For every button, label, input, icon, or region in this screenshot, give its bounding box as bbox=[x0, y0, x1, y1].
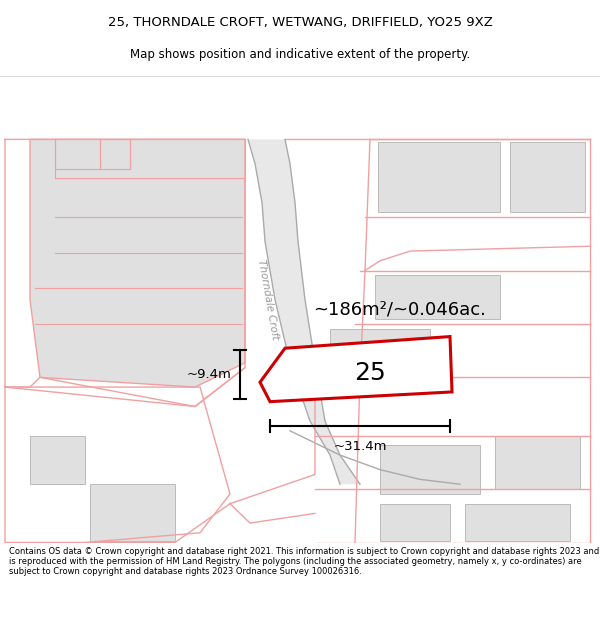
Polygon shape bbox=[260, 337, 452, 402]
Polygon shape bbox=[55, 139, 245, 178]
Text: ~31.4m: ~31.4m bbox=[333, 439, 387, 452]
Polygon shape bbox=[380, 504, 450, 541]
Text: Contains OS data © Crown copyright and database right 2021. This information is : Contains OS data © Crown copyright and d… bbox=[9, 547, 599, 576]
Polygon shape bbox=[330, 329, 430, 378]
Polygon shape bbox=[465, 504, 570, 541]
Text: 25, THORNDALE CROFT, WETWANG, DRIFFIELD, YO25 9XZ: 25, THORNDALE CROFT, WETWANG, DRIFFIELD,… bbox=[107, 16, 493, 29]
Text: ~186m²/~0.046ac.: ~186m²/~0.046ac. bbox=[314, 301, 487, 318]
Polygon shape bbox=[495, 436, 580, 489]
Text: ~9.4m: ~9.4m bbox=[187, 368, 232, 381]
Polygon shape bbox=[248, 139, 360, 484]
Polygon shape bbox=[90, 484, 175, 541]
Polygon shape bbox=[510, 142, 585, 212]
Polygon shape bbox=[30, 139, 245, 387]
Text: Map shows position and indicative extent of the property.: Map shows position and indicative extent… bbox=[130, 48, 470, 61]
Polygon shape bbox=[378, 142, 500, 212]
Polygon shape bbox=[375, 276, 500, 319]
Polygon shape bbox=[380, 446, 480, 494]
Text: Thorndale Croft: Thorndale Croft bbox=[256, 259, 280, 341]
Text: 25: 25 bbox=[354, 361, 386, 384]
Polygon shape bbox=[30, 436, 85, 484]
